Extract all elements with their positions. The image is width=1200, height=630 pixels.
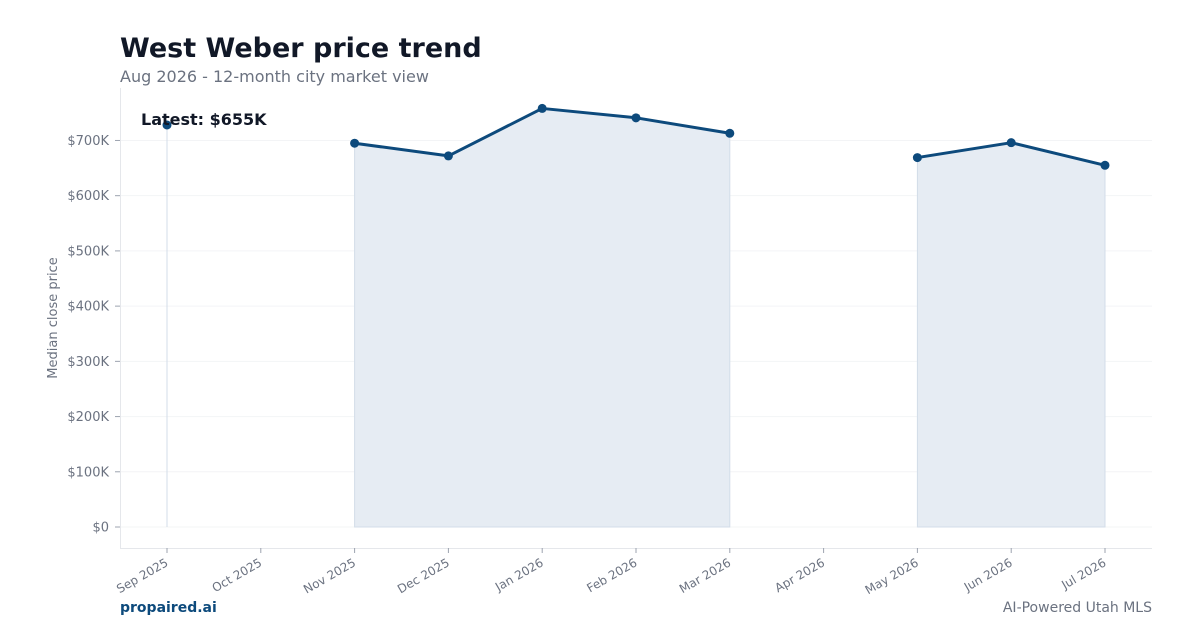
data-point <box>725 128 735 138</box>
x-tick-label: Jan 2026 <box>492 555 546 594</box>
y-tick-label: $600K <box>67 189 109 204</box>
data-point <box>912 153 922 163</box>
x-tick-label: Sep 2025 <box>114 555 170 596</box>
x-tick-label: Jun 2026 <box>961 555 1015 594</box>
y-tick-label: $400K <box>67 300 109 315</box>
x-tick-labels: Sep 2025 Oct 2025 Nov 2025 Dec 2025 Jan 2026… <box>114 548 1109 597</box>
data-point <box>350 138 360 148</box>
y-tick-label: $100K <box>67 465 109 480</box>
x-tick-label: May 2026 <box>863 555 921 597</box>
footer-tagline: AI-Powered Utah MLS <box>1002 600 1152 616</box>
x-tick-label: Dec 2025 <box>395 555 452 596</box>
chart-title: West Weber price trend <box>120 33 482 64</box>
data-point <box>537 103 547 113</box>
y-tick-label: $700K <box>67 134 109 149</box>
series-points <box>162 103 1110 170</box>
data-point <box>631 113 641 123</box>
area-segment <box>354 107 731 528</box>
x-tick-label: Nov 2025 <box>301 555 358 596</box>
y-tick-labels: $0 $100K $200K $300K $400K $500K $600K $700K <box>67 134 120 536</box>
x-tick-label: Mar 2026 <box>677 555 733 596</box>
y-tick-label: $200K <box>67 410 109 425</box>
y-tick-label: $500K <box>67 244 109 259</box>
x-tick-label: Oct 2025 <box>210 555 265 595</box>
data-point <box>1100 160 1110 170</box>
x-tick-label: Feb 2026 <box>584 555 639 595</box>
data-point <box>1006 138 1016 148</box>
x-tick-label: Jul 2026 <box>1058 555 1108 592</box>
data-point <box>443 151 453 161</box>
y-tick-label: $300K <box>67 355 109 370</box>
chart-subtitle: Aug 2026 - 12-month city market view <box>120 67 429 86</box>
footer-brand: propaired.ai <box>120 600 217 616</box>
x-tick-label: Apr 2026 <box>772 555 827 595</box>
y-tick-label: $0 <box>92 521 109 536</box>
y-axis-label: Median close price <box>46 257 61 378</box>
latest-annotation: Latest: $655K <box>141 110 267 129</box>
data-point <box>162 120 172 130</box>
area-segment <box>916 142 1106 528</box>
area-fills <box>166 107 1106 528</box>
